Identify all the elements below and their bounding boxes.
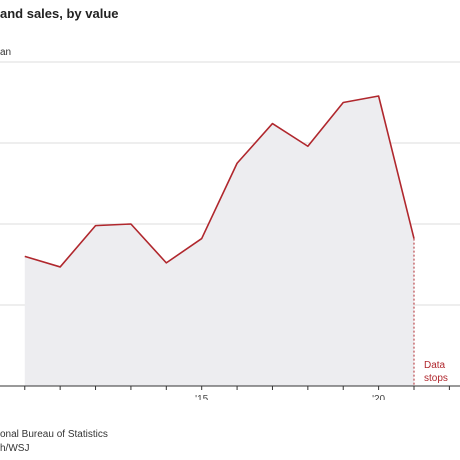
- x-axis: '15 '20: [0, 385, 460, 400]
- x-tick-label-2015: '15: [195, 394, 208, 400]
- series-line: [24, 95, 415, 268]
- area-chart: '15 '20 Data stops: [0, 61, 460, 400]
- source-line-1: onal Bureau of Statistics: [0, 429, 108, 440]
- source-line-2: h/WSJ: [0, 443, 30, 454]
- area-fill: [24, 96, 415, 387]
- x-tick-label-2020: '20: [372, 394, 385, 400]
- unit-label: an: [0, 47, 12, 58]
- source-note: onal Bureau of Statistics h/WSJ: [0, 428, 108, 456]
- annotation-line-1: Data: [424, 360, 446, 371]
- data-stops-annotation: Data stops: [413, 238, 448, 386]
- annotation-line-2: stops: [424, 373, 448, 384]
- chart-title: and sales, by value: [0, 6, 119, 21]
- area-series: [24, 95, 415, 387]
